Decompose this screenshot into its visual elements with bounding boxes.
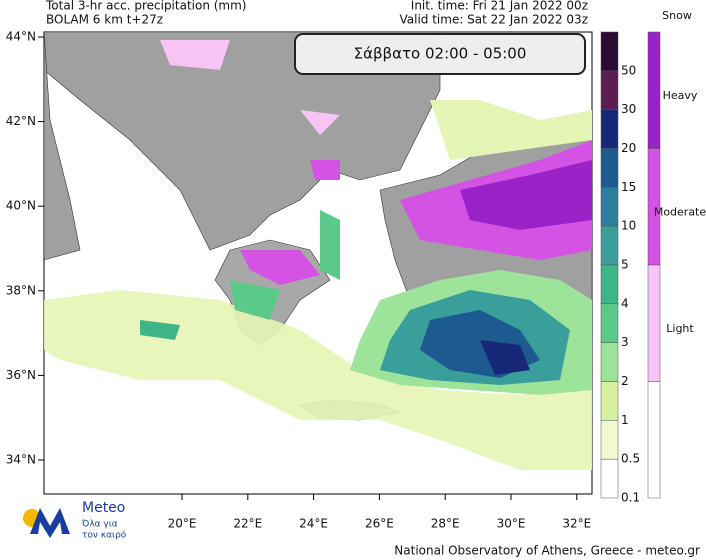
snow-scale: Heavy Moderate Light (647, 31, 706, 499)
rain-label: 30 (621, 102, 636, 116)
snow-bin (647, 31, 661, 149)
lon-label: 22°E (233, 517, 262, 531)
rain-bin (600, 70, 619, 110)
rain-bin (600, 225, 619, 266)
snow-label: Heavy (663, 89, 698, 102)
rain-bin (600, 303, 619, 343)
rain-bin (600, 264, 619, 305)
rain-scale: 50 30 20 15 10 5 4 3 2 1 0.5 0.1 (600, 31, 640, 505)
rain-label: 4 (621, 296, 629, 310)
rain-label: 15 (621, 180, 636, 194)
logo: Meteo Όλα για τον καιρό (23, 500, 127, 541)
logo-tagline: τον καιρό (82, 530, 127, 541)
lat-label: 42°N (6, 114, 36, 128)
snow-bin (647, 264, 661, 382)
lon-label: 32°E (562, 517, 591, 531)
rain-label: 3 (621, 335, 629, 349)
init-time: Init. time: Fri 21 Jan 2022 00z (411, 0, 588, 13)
period-box (294, 33, 586, 75)
lon-label: 24°E (299, 517, 328, 531)
lat-label: 40°N (6, 199, 36, 213)
rain-label: 20 (621, 141, 636, 155)
lon-labels: 20°E 22°E 24°E 26°E 28°E 30°E 32°E (168, 494, 591, 531)
rain-label: 1 (621, 413, 629, 427)
rain-label: 0.1 (621, 491, 640, 505)
rain-bin (600, 148, 619, 188)
rain-label: 0.5 (621, 452, 640, 466)
rain-bin (600, 420, 619, 460)
rain-bin (600, 187, 619, 227)
lat-label: 38°N (6, 283, 36, 297)
model: BOLAM 6 km t+27z (46, 13, 163, 27)
snow-label: Light (666, 322, 694, 335)
valid-time: Valid time: Sat 22 Jan 2022 03z (399, 13, 588, 27)
logo-name: Meteo (82, 500, 125, 516)
period: Σάββατο 02:00 - 05:00 (354, 45, 527, 63)
footer: National Observatory of Athens, Greece -… (394, 544, 700, 558)
lon-label: 30°E (497, 517, 526, 531)
lat-label: 34°N (6, 453, 36, 467)
lon-label: 28°E (431, 517, 460, 531)
snow-title: Snow (662, 9, 692, 22)
rain-label: 50 (621, 63, 636, 77)
rain-bin (600, 381, 619, 421)
rain-bin (600, 458, 619, 499)
rain-bin (600, 31, 619, 72)
lat-label: 44°N (6, 30, 36, 44)
snow-label: Moderate (654, 206, 706, 219)
lat-labels: 44°N 42°N 40°N 38°N 36°N 34°N (6, 30, 44, 467)
rain-label: 10 (621, 219, 636, 233)
rain-label: 2 (621, 374, 629, 388)
title: Total 3-hr acc. precipitation (mm) (45, 0, 247, 13)
rain-bin (600, 342, 619, 382)
snow-bin (647, 381, 661, 499)
rain-label: 5 (621, 258, 629, 272)
lon-label: 26°E (365, 517, 394, 531)
lat-label: 36°N (6, 368, 36, 382)
rain-bin (600, 109, 619, 149)
lon-label: 20°E (168, 517, 197, 531)
map: Σάββατο 02:00 - 05:00 (43, 31, 593, 495)
logo-tagline: Όλα για (81, 519, 118, 530)
